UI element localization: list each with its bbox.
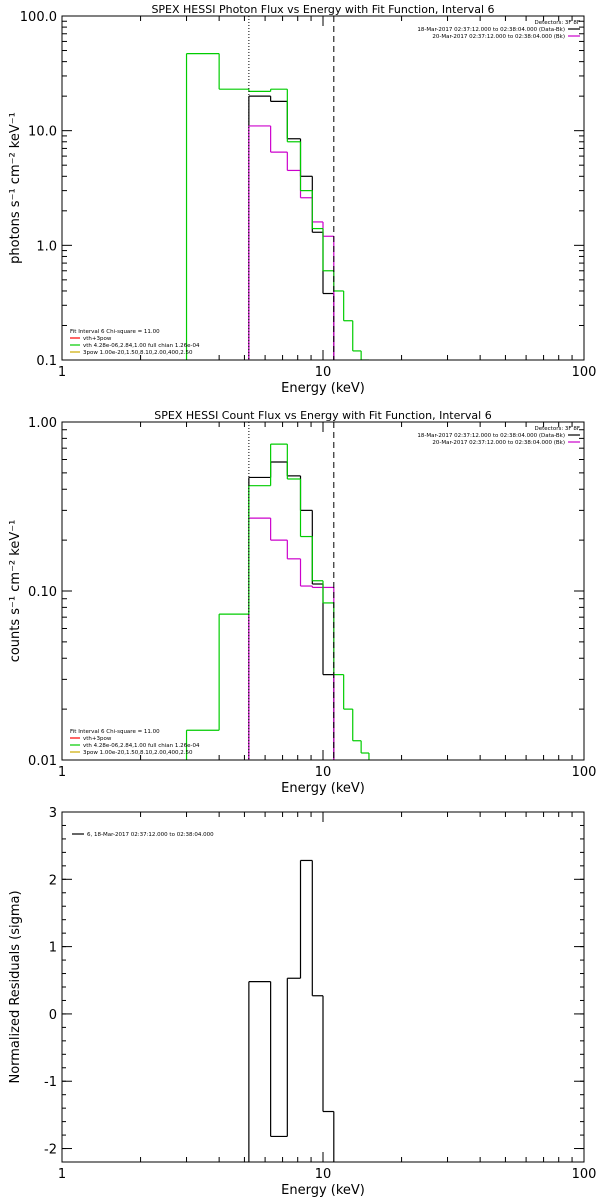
legend-entry: 20-Mar-2017 02:37:12.000 to 02:38:04.000… xyxy=(432,440,565,446)
y-tick-label: 0.1 xyxy=(36,354,57,369)
y-tick-label: 1 xyxy=(49,941,57,956)
series-background xyxy=(248,517,335,760)
y-tick-label: 0.01 xyxy=(28,754,57,769)
legend-entry: Detectors: 3F 8F xyxy=(534,426,580,432)
chart-1: SPEX HESSI Photon Flux vs Energy with Fi… xyxy=(8,3,596,396)
x-tick-label: 10 xyxy=(315,765,332,780)
legend-entry: 18-Mar-2017 02:37:12.000 to 02:38:04.000… xyxy=(417,27,565,33)
legend-entry: 6, 18-Mar-2017 02:37:12.000 to 02:38:04.… xyxy=(87,832,214,838)
y-tick-label: -2 xyxy=(44,1143,57,1158)
x-minor-ticks xyxy=(140,16,573,360)
legend-entry: 3pow 1.00e-20,1.50,8.10,2.00,400,2.50 xyxy=(83,350,193,356)
series-data-minus-background xyxy=(248,461,335,760)
legend-entry: 18-Mar-2017 02:37:12.000 to 02:38:04.000… xyxy=(417,433,565,439)
legend-entry: 20-Mar-2017 02:37:12.000 to 02:38:04.000… xyxy=(432,34,565,40)
plot-frame xyxy=(61,15,585,361)
chart-2: SPEX HESSI Count Flux vs Energy with Fit… xyxy=(8,409,596,796)
series-residuals xyxy=(248,859,335,1162)
legend-entry: Detectors: 3F 8F xyxy=(534,20,580,26)
x-tick-label: 100 xyxy=(572,365,597,380)
x-tick-label: 10 xyxy=(315,365,332,380)
legend-entry: vth 4.28e-06,2.84,1.00 full chian 1.26e-… xyxy=(83,343,200,349)
x-tick-label: 1 xyxy=(58,1167,66,1182)
y-axis-label: photons s⁻¹ cm⁻² keV⁻¹ xyxy=(8,112,23,264)
legend-entry: Fit Interval 6 Chi-square = 11.00 xyxy=(70,329,160,335)
series-fit xyxy=(185,52,369,360)
y-tick-label: 100.0 xyxy=(20,10,57,25)
x-axis-label: Energy (keV) xyxy=(281,381,365,396)
y-tick-label: 0.10 xyxy=(28,585,57,600)
x-tick-label: 100 xyxy=(572,1167,597,1182)
chart-title: SPEX HESSI Count Flux vs Energy with Fit… xyxy=(154,409,491,422)
y-tick-label: 1.00 xyxy=(28,416,57,431)
plot-area xyxy=(185,52,369,360)
y-axis-label: counts s⁻¹ cm⁻² keV⁻¹ xyxy=(8,520,23,663)
x-tick-label: 10 xyxy=(315,1167,332,1182)
y-tick-label: 0 xyxy=(49,1008,57,1023)
y-tick-label: -1 xyxy=(44,1075,57,1090)
plot-frame xyxy=(61,811,585,1163)
legend-entry: vth+3pow xyxy=(83,736,112,742)
x-tick-label: 100 xyxy=(572,765,597,780)
series-background xyxy=(248,125,335,360)
chart-3: 1 10 100 -2 -1 0 1 2 3 Energy (keV) Normalized Res… xyxy=(8,806,596,1198)
legend-entry: vth 4.28e-06,2.84,1.00 full chian 1.26e-… xyxy=(83,743,200,749)
plot-area xyxy=(185,443,370,760)
x-axis-label: Energy (keV) xyxy=(281,781,365,796)
y-tick-label: 2 xyxy=(49,873,57,888)
y-tick-label: 1.0 xyxy=(36,239,57,254)
y-axis-label: Normalized Residuals (sigma) xyxy=(8,890,23,1083)
y-tick-label: 10.0 xyxy=(28,125,57,140)
series-fit xyxy=(185,443,370,760)
x-tick-label: 1 xyxy=(58,365,66,380)
x-tick-label: 1 xyxy=(58,765,66,780)
x-minor-ticks xyxy=(140,422,573,760)
plot-area xyxy=(248,859,335,1162)
legend-entry: Fit Interval 6 Chi-square = 11.00 xyxy=(70,729,160,735)
chart-title: SPEX HESSI Photon Flux vs Energy with Fi… xyxy=(151,3,494,16)
legend-entry: 3pow 1.00e-20,1.50,8.10,2.00,400,2.50 xyxy=(83,750,193,756)
x-axis-label: Energy (keV) xyxy=(281,1183,365,1198)
x-minor-ticks xyxy=(140,812,573,1162)
plot-frame xyxy=(61,421,585,761)
legend-entry: vth+3pow xyxy=(83,336,112,342)
y-tick-label: 3 xyxy=(49,806,57,821)
